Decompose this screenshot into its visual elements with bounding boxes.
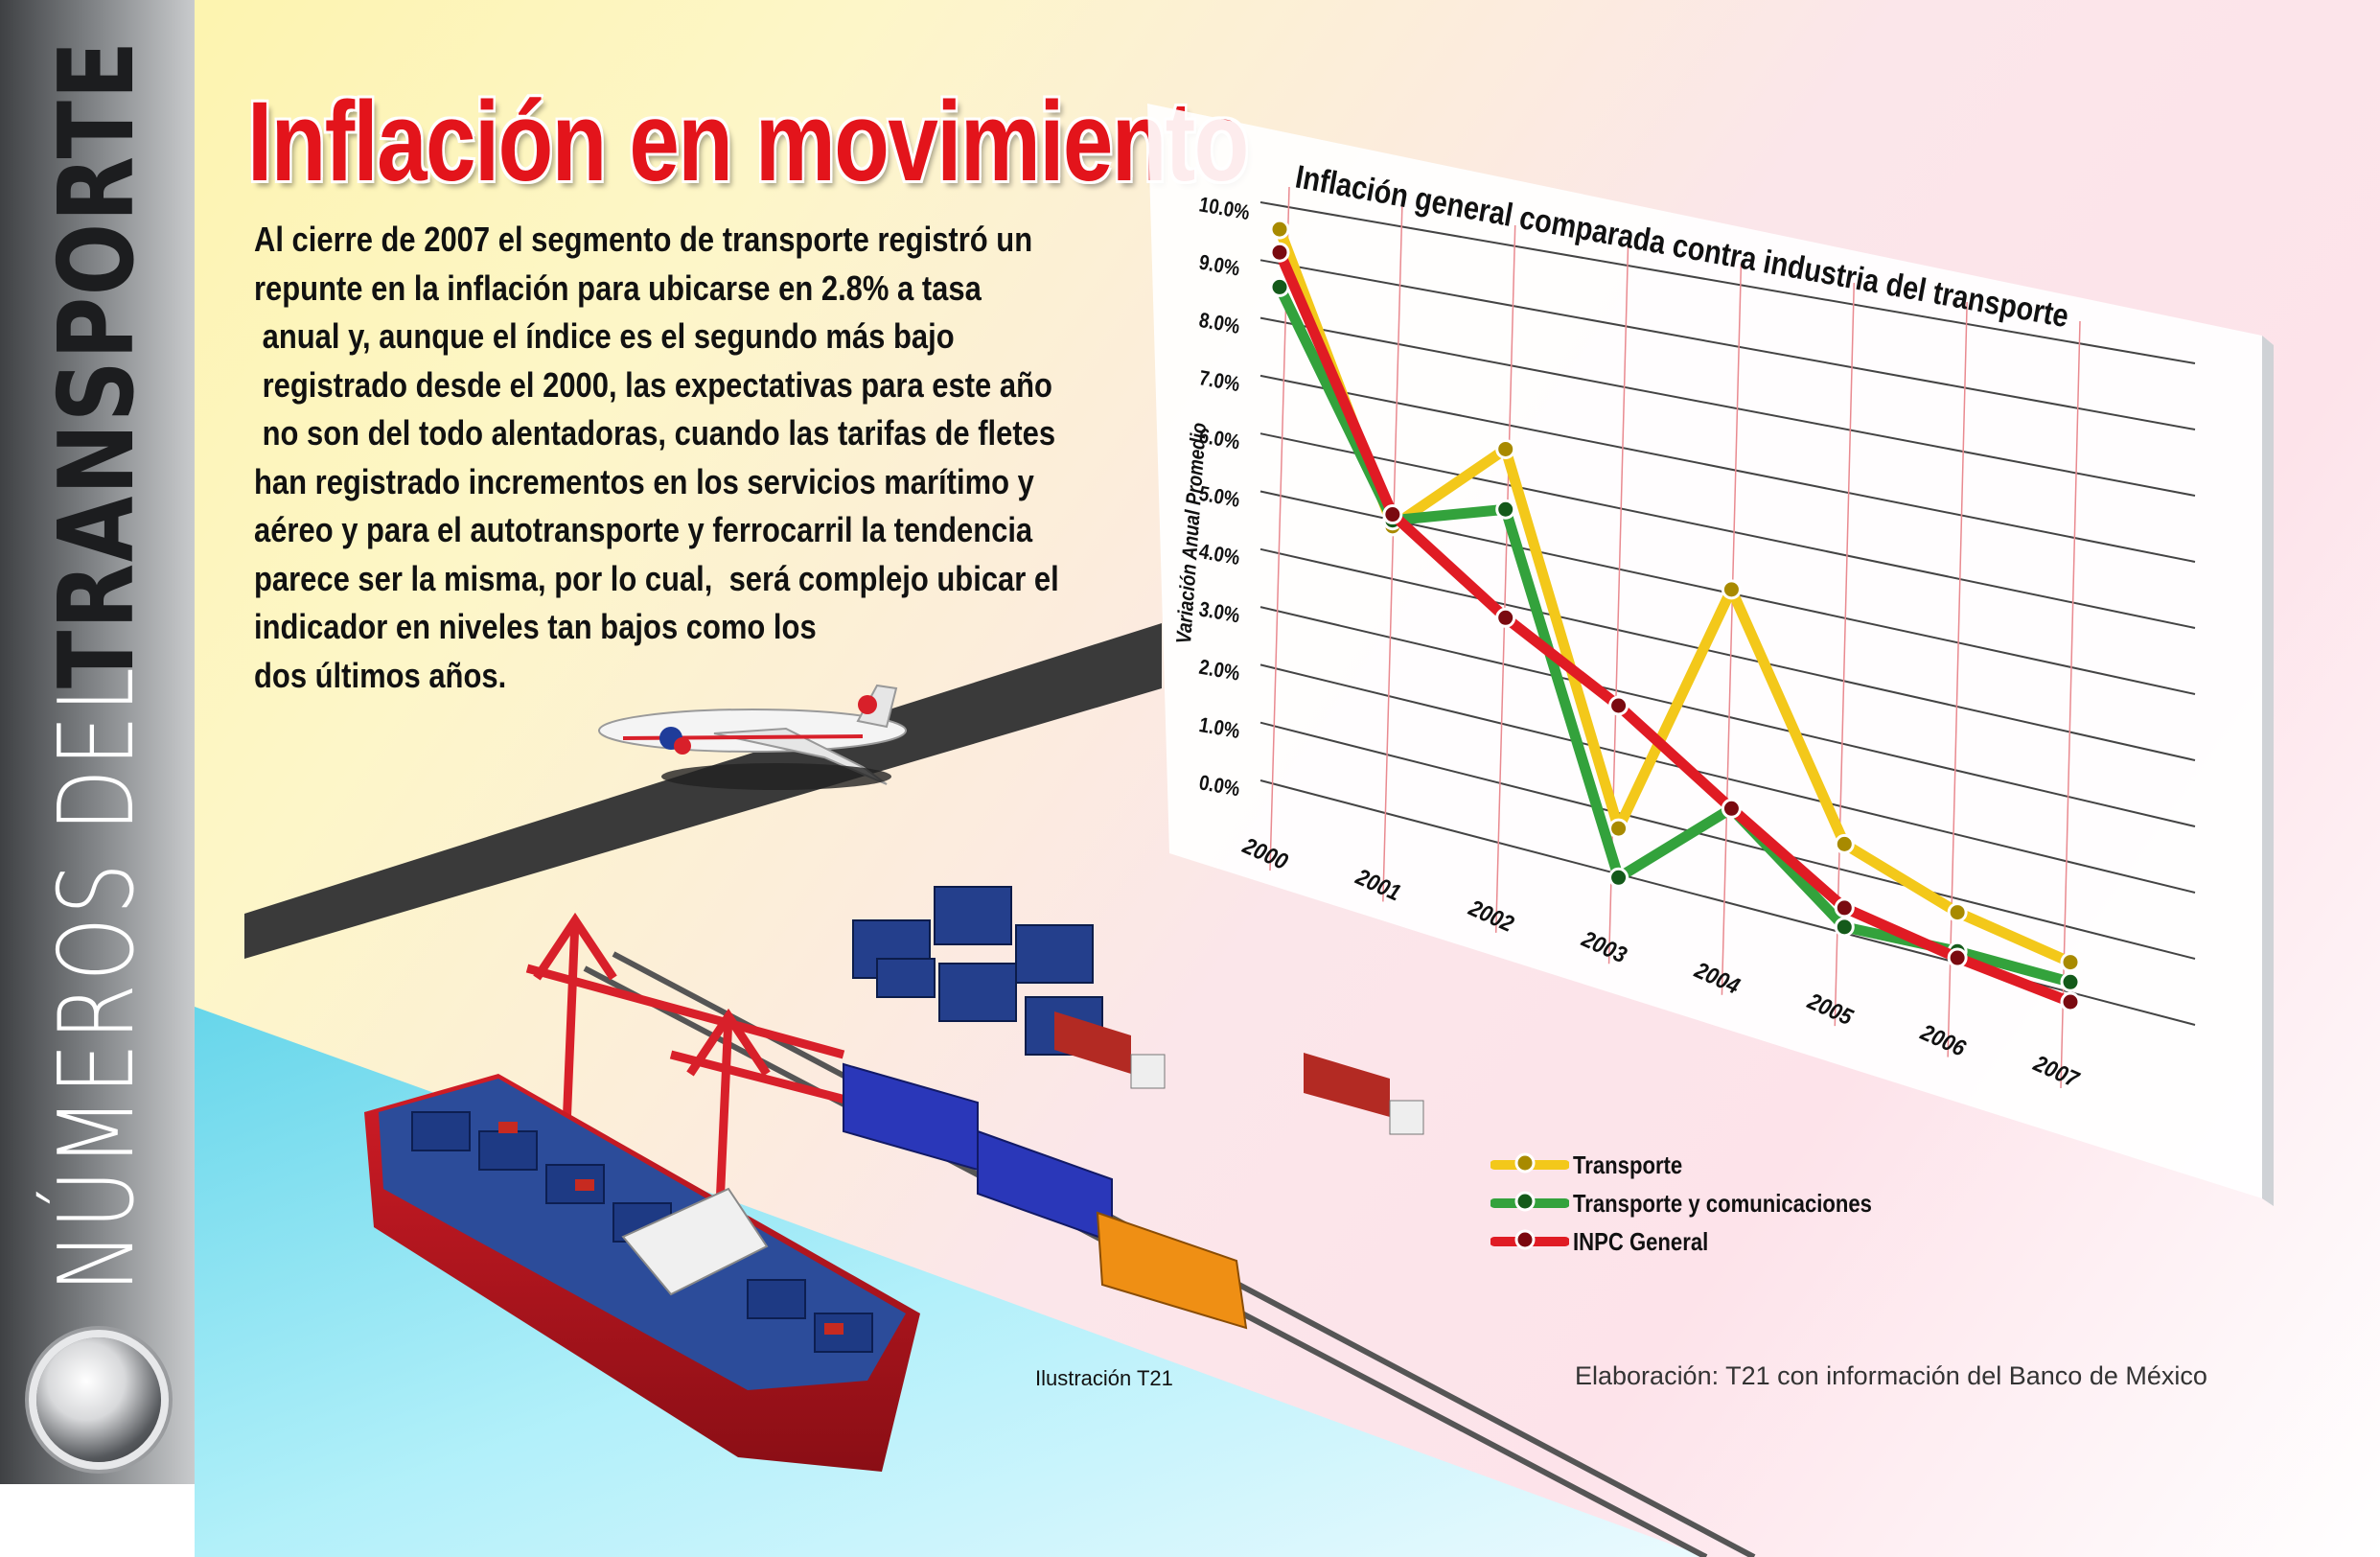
gridline-horizontal: [1259, 201, 2196, 364]
series-point: [1608, 818, 1629, 839]
runway: [244, 623, 1162, 959]
legend-label: Transporte y comunicaciones: [1573, 1188, 1872, 1218]
legend-item: Transporte: [1490, 1146, 1925, 1184]
series-point: [1834, 833, 1855, 854]
legend-swatch: [1490, 1191, 1569, 1212]
series-point: [1834, 897, 1855, 918]
series-point: [1495, 607, 1516, 628]
gridline-horizontal: [1259, 316, 2196, 497]
gridline-horizontal: [1259, 721, 2196, 960]
intro-line: anual y, aunque el índice es el segundo …: [254, 316, 955, 356]
intro-line: no son del todo alentadoras, cuando las …: [254, 413, 1056, 453]
series-point: [1269, 219, 1290, 240]
illustration-credit: Ilustración T21: [1035, 1366, 1173, 1390]
series-point: [1269, 276, 1290, 297]
gridline-vertical: [1494, 224, 1516, 933]
legend-label: INPC General: [1573, 1226, 1709, 1256]
intro-line: repunte en la inflación para ubicarse en…: [254, 267, 982, 308]
intro-paragraph: Al cierre de 2007 el segmento de transpo…: [254, 216, 1059, 700]
series-point: [1947, 947, 1968, 968]
chart-legend: Transporte Transporte y comunicaciones I…: [1490, 1146, 1925, 1261]
page-title: Inflación en movimiento: [247, 79, 1249, 205]
intro-line: dos últimos años.: [254, 655, 507, 695]
chart-panel-edge: [2262, 336, 2274, 1206]
gridline-vertical: [1721, 263, 1743, 995]
gridline-vertical: [1382, 205, 1403, 902]
intro-line: han registrado incrementos en los servic…: [254, 461, 1034, 501]
legend-swatch: [1490, 1152, 1569, 1174]
legend-swatch: [1490, 1229, 1569, 1250]
gridline-horizontal: [1259, 432, 2196, 629]
airplane-icon: [598, 684, 907, 790]
series-point: [1947, 902, 1968, 923]
container-ship-icon: [364, 1074, 920, 1472]
legend-item: INPC General: [1490, 1222, 1925, 1261]
series-point: [2060, 952, 2081, 973]
sidebar-banner: NÚMEROS DEL TRANSPORTE: [0, 0, 195, 1484]
intro-line: indicador en niveles tan bajos como los: [254, 607, 817, 646]
truck-icon: [1054, 1011, 1424, 1135]
series-point: [1608, 867, 1629, 888]
series-point: [2060, 971, 2081, 992]
series-point: [1269, 242, 1290, 263]
series-point: [1834, 917, 1855, 938]
series-point: [1382, 504, 1403, 525]
series-point: [1608, 695, 1629, 716]
intro-line: aéreo y para el autotransporte y ferroca…: [254, 510, 1033, 549]
sidebar-badge-icon: [36, 1337, 161, 1462]
gridline-horizontal: [1259, 259, 2196, 430]
series-point: [1495, 438, 1516, 459]
gridline-vertical: [1947, 301, 1968, 1057]
sidebar-footer: [0, 1484, 195, 1557]
intro-line: Al cierre de 2007 el segmento de transpo…: [254, 220, 1033, 259]
intro-line: registrado desde el 2000, las expectativ…: [254, 364, 1052, 405]
gridline-horizontal: [1259, 374, 2196, 563]
train-icon: [843, 1062, 1248, 1330]
gridline-horizontal: [1259, 606, 2196, 827]
source-note: Elaboración: T21 con información del Ban…: [1575, 1361, 2207, 1390]
series-point: [2060, 991, 2081, 1012]
series-point: [1721, 798, 1742, 819]
legend-item: Transporte y comunicaciones: [1490, 1184, 1925, 1222]
series-point: [1721, 579, 1742, 600]
series-line: [1274, 246, 2076, 1008]
legend-label: Transporte: [1573, 1150, 1683, 1179]
series-point: [1495, 499, 1516, 520]
gridline-horizontal: [1259, 547, 2196, 761]
